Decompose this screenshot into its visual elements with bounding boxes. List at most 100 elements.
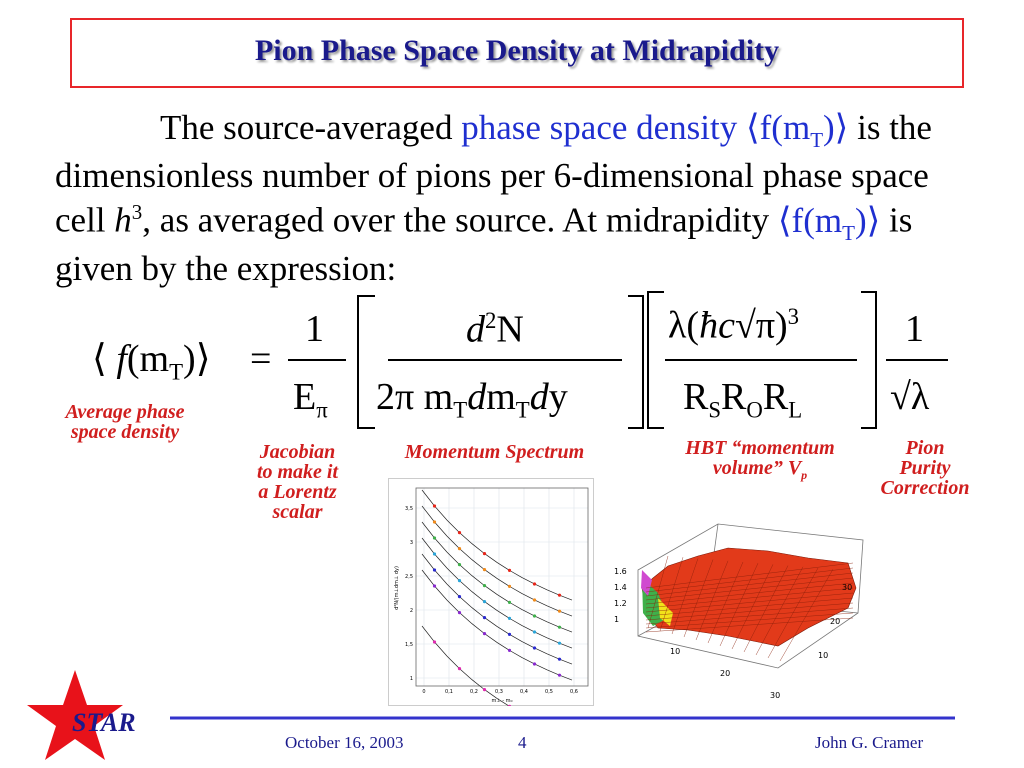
mesh-line	[695, 560, 729, 641]
annotation: HBT “momentum volume” Vp	[640, 438, 880, 485]
z-tick-label: 1	[614, 615, 619, 624]
body-text: The source-averaged phase space density …	[55, 110, 955, 287]
text: phase space density	[461, 108, 738, 147]
data-dot	[482, 599, 487, 604]
data-dot	[457, 594, 462, 599]
data-dot	[557, 657, 562, 661]
curve	[421, 489, 573, 601]
surface-peak	[658, 598, 673, 626]
plot-frame	[415, 487, 589, 687]
math: R	[683, 376, 709, 418]
text: is the dimensionless number of pions per…	[55, 108, 932, 240]
text: volume” V	[712, 457, 802, 479]
mesh-line	[671, 558, 699, 635]
mesh-line	[645, 612, 854, 629]
data-dot	[457, 530, 462, 535]
text: HBT “momentum	[685, 437, 835, 459]
text: )⟩	[823, 108, 849, 147]
text: ⟨f(mT)⟩	[746, 108, 849, 153]
math: λ(ħc√π)3	[668, 304, 799, 347]
math: 2π m	[376, 376, 454, 418]
bracket	[861, 291, 877, 429]
footer-date: October 16, 2003	[285, 733, 404, 752]
data-dot	[482, 583, 487, 588]
x-tick-label: 10	[670, 647, 680, 656]
math: N	[496, 308, 524, 351]
text: Pion	[905, 437, 945, 459]
math: 1	[305, 308, 324, 350]
text: Average phase	[65, 401, 185, 423]
data-dot	[557, 673, 562, 677]
math: T	[515, 397, 530, 423]
data-dot	[482, 567, 487, 572]
data-dot	[457, 578, 462, 583]
data-dot	[532, 614, 537, 618]
math: L	[788, 397, 803, 423]
text: h	[114, 200, 132, 240]
text: 3	[131, 200, 143, 224]
math: y	[548, 376, 568, 418]
footer-graphics	[27, 670, 955, 760]
math: Eπ	[293, 378, 328, 422]
math: f	[116, 338, 127, 380]
mesh-line	[645, 592, 854, 613]
data-dot	[482, 615, 487, 620]
data-dot	[532, 646, 537, 650]
text: Momentum Spectrum	[404, 441, 585, 463]
text: T	[810, 128, 824, 152]
z-tick-label: 1.2	[614, 599, 627, 608]
mesh-line	[683, 559, 714, 638]
data-dot	[432, 520, 437, 524]
mesh-line	[767, 567, 819, 659]
x-tick-label: 0,2	[470, 689, 478, 695]
text: volume” Vp	[640, 458, 880, 485]
data-dot	[532, 598, 537, 602]
y-tick-label: 1	[410, 676, 413, 682]
data-dot	[507, 568, 512, 572]
data-dot	[507, 648, 512, 652]
footer-author: John G. Cramer	[815, 733, 924, 752]
math: (m	[126, 338, 170, 380]
math: T	[453, 397, 468, 423]
data-dot	[532, 662, 537, 666]
mesh-line	[645, 572, 854, 597]
mesh-line	[647, 555, 669, 629]
text: is given by the expression:	[55, 200, 913, 288]
y-tick-label: 30	[842, 583, 852, 592]
text: space density	[70, 421, 180, 443]
math: 2	[485, 308, 497, 333]
math: ħc	[699, 304, 735, 347]
mesh-line	[645, 617, 854, 633]
y-tick-label: 10	[818, 651, 828, 660]
data-dot	[457, 546, 462, 551]
mesh-line	[645, 587, 854, 609]
data-dot	[482, 551, 487, 556]
math: √π	[734, 304, 776, 347]
text: a Lorentz	[258, 481, 337, 503]
x-tick-label: 0	[422, 689, 425, 695]
data-dot	[507, 704, 512, 706]
bracket	[628, 295, 644, 429]
x-tick-label: 0,4	[520, 689, 528, 695]
curve	[421, 625, 510, 706]
x-tick-label: 0,3	[495, 689, 503, 695]
math: 2π mTdmTdy	[376, 378, 568, 422]
y-tick-label: 3	[410, 540, 413, 546]
logo-text: STAR	[72, 708, 136, 737]
mesh-line	[645, 577, 854, 601]
curve	[421, 569, 573, 681]
data-dot	[532, 630, 537, 634]
math: √λ	[890, 376, 930, 418]
z-tick-label: 1.4	[614, 583, 627, 592]
annotation: Momentum Spectrum	[362, 442, 627, 462]
x-tick-label: 20	[720, 669, 730, 678]
curve	[421, 537, 573, 649]
math: 1	[905, 308, 924, 350]
mesh-line	[645, 562, 854, 589]
data-dot	[507, 600, 512, 604]
y-axis-label: d²N/(m⊥dm⊥ dy)	[394, 566, 400, 610]
bracket	[357, 295, 375, 429]
text: ⟨f(mT)⟩	[778, 201, 880, 245]
text: Purity	[899, 457, 951, 479]
